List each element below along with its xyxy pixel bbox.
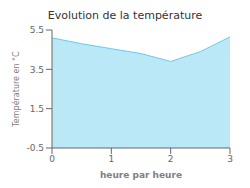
svg-text:1: 1 bbox=[108, 154, 114, 164]
svg-text:heure par heure: heure par heure bbox=[100, 170, 182, 180]
svg-text:3.5: 3.5 bbox=[30, 65, 44, 75]
svg-text:-0.5: -0.5 bbox=[26, 143, 44, 153]
svg-text:1.5: 1.5 bbox=[30, 104, 44, 114]
svg-text:5.5: 5.5 bbox=[30, 25, 44, 35]
svg-text:0: 0 bbox=[49, 154, 55, 164]
svg-text:Température en °C: Température en °C bbox=[11, 51, 21, 128]
html-text:Evolution de la température: Evolution de la température bbox=[47, 9, 203, 22]
svg-text:3: 3 bbox=[227, 154, 233, 164]
svg-text:2: 2 bbox=[168, 154, 174, 164]
